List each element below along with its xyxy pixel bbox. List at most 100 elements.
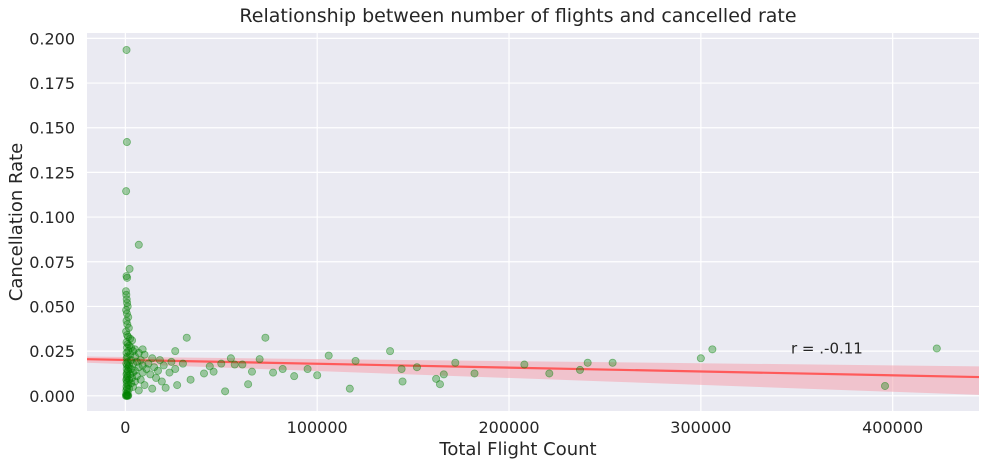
- data-point: [127, 364, 136, 373]
- y-tick-label: 0.025: [29, 342, 75, 361]
- data-point: [171, 347, 180, 356]
- data-point: [130, 352, 139, 361]
- data-point: [932, 344, 941, 353]
- data-point: [123, 384, 132, 393]
- data-point: [126, 350, 135, 359]
- data-point: [238, 360, 247, 369]
- data-point: [148, 354, 157, 363]
- data-point: [435, 380, 444, 389]
- data-point: [129, 359, 138, 368]
- data-point: [451, 358, 460, 367]
- y-tick-label: 0.175: [29, 74, 75, 93]
- data-point: [124, 313, 133, 322]
- y-tick-label: 0.000: [29, 387, 75, 406]
- x-axis-label: Total Flight Count: [438, 439, 596, 460]
- data-point: [127, 343, 136, 352]
- data-point: [122, 386, 131, 395]
- data-point: [230, 360, 239, 369]
- data-point: [386, 347, 395, 356]
- data-point: [520, 360, 529, 369]
- data-point: [128, 336, 137, 345]
- data-point: [155, 356, 164, 365]
- data-point: [313, 371, 322, 380]
- data-point: [165, 368, 174, 377]
- data-point: [397, 364, 406, 373]
- data-point: [127, 379, 136, 388]
- data-point: [432, 374, 441, 383]
- data-point: [152, 373, 161, 382]
- data-point: [125, 375, 134, 384]
- data-point: [226, 354, 235, 363]
- data-point: [123, 273, 132, 282]
- data-point: [122, 343, 131, 352]
- data-point: [205, 362, 214, 371]
- data-point: [122, 390, 131, 399]
- x-tick-labels: 0 100000 200000 300000 400000: [120, 418, 923, 437]
- data-point: [122, 309, 131, 318]
- data-point: [247, 367, 256, 376]
- data-point: [161, 383, 170, 392]
- data-point: [129, 368, 138, 377]
- data-point: [122, 364, 131, 373]
- data-point: [123, 331, 132, 340]
- data-point: [124, 332, 133, 341]
- regression-line: [86, 358, 980, 379]
- data-point: [121, 391, 130, 400]
- data-point: [140, 350, 149, 359]
- data-point: [123, 320, 132, 329]
- x-tick-label: 200000: [478, 418, 539, 437]
- data-point: [439, 370, 448, 379]
- data-point: [122, 45, 131, 54]
- data-point: [173, 381, 182, 390]
- data-point: [123, 391, 132, 400]
- plot-background: [87, 33, 979, 411]
- y-tick-label: 0.200: [29, 29, 75, 48]
- data-point: [178, 359, 187, 368]
- data-point: [142, 364, 151, 373]
- data-point: [122, 370, 131, 379]
- data-point: [209, 367, 218, 376]
- data-point: [129, 347, 138, 356]
- data-point: [123, 339, 132, 348]
- data-point: [122, 272, 131, 281]
- data-point: [124, 323, 133, 332]
- data-point: [122, 390, 131, 399]
- data-point: [186, 375, 195, 384]
- data-point: [123, 377, 132, 386]
- data-point: [138, 368, 147, 377]
- correlation-annotation: r = .-0.11: [791, 339, 863, 357]
- data-point: [125, 361, 134, 370]
- data-point: [122, 338, 131, 347]
- grid-lines: [87, 33, 979, 411]
- y-tick-labels: 0.000 0.025 0.050 0.075 0.100 0.125 0.150 0.175…: [29, 29, 75, 405]
- data-point: [134, 363, 143, 372]
- data-point: [123, 388, 132, 397]
- y-axis-label: Cancellation Rate: [6, 143, 27, 301]
- data-point: [122, 316, 131, 325]
- data-point: [278, 364, 287, 373]
- data-point: [696, 354, 705, 363]
- data-point: [122, 327, 131, 336]
- data-point: [255, 355, 264, 364]
- x-tick-label: 100000: [287, 418, 348, 437]
- data-point: [130, 377, 139, 386]
- data-point: [881, 381, 890, 390]
- data-point: [132, 372, 141, 381]
- data-point: [124, 363, 133, 372]
- data-point: [122, 348, 131, 357]
- data-point: [132, 357, 141, 366]
- data-point: [122, 354, 131, 363]
- data-point: [261, 333, 270, 342]
- data-point: [244, 380, 253, 389]
- data-point: [122, 379, 131, 388]
- data-point: [122, 375, 131, 384]
- data-point: [122, 382, 131, 391]
- data-point: [124, 347, 133, 356]
- data-point: [583, 358, 592, 367]
- data-point: [351, 356, 360, 365]
- data-point: [303, 364, 312, 373]
- data-point: [123, 391, 132, 400]
- data-point: [470, 369, 479, 378]
- x-tick-label: 0: [120, 418, 130, 437]
- data-point: [125, 384, 134, 393]
